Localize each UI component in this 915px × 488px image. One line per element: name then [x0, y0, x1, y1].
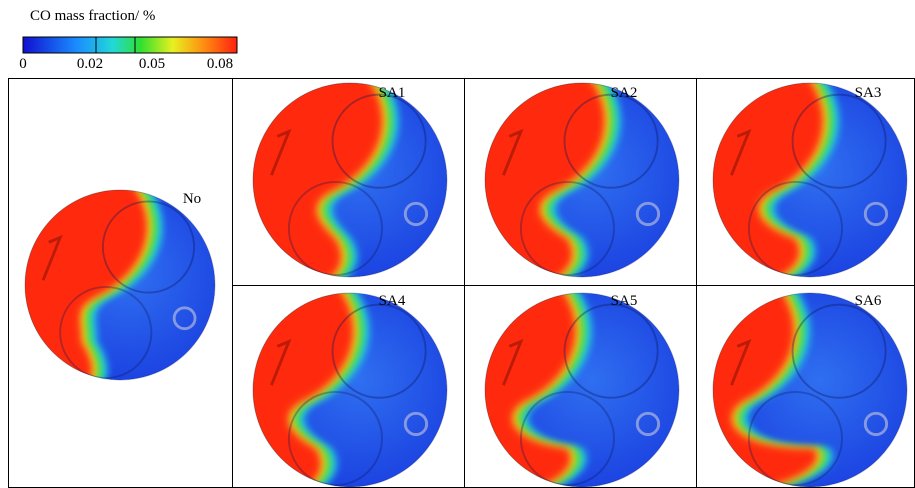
- colorbar-tick: 0.05: [139, 56, 165, 72]
- panel-label: SA2: [611, 85, 638, 101]
- contour: [475, 73, 679, 286]
- contour-panel: [703, 283, 907, 488]
- contour-panel: [243, 283, 447, 488]
- contour-panel: [15, 181, 215, 390]
- figure: CO mass fraction/ % 0 0.02 0.05 0.08 No S…: [0, 0, 915, 488]
- contour-panel: [475, 73, 679, 286]
- colorbar-title: CO mass fraction/ %: [30, 8, 155, 24]
- contour: [243, 73, 447, 286]
- panel-label: SA1: [379, 85, 406, 101]
- panel-label: SA6: [855, 293, 882, 309]
- colorbar-tick: 0.08: [207, 56, 233, 72]
- contour: [15, 181, 215, 390]
- contour: [703, 73, 907, 286]
- colorbar-tick: 0: [19, 56, 27, 72]
- panel-label: SA4: [379, 293, 406, 309]
- contour: [243, 283, 447, 488]
- contour-panel: [475, 283, 679, 488]
- colorbar-tick: 0.02: [77, 56, 103, 72]
- contour: [703, 283, 907, 488]
- panel-label: SA3: [855, 85, 882, 101]
- contour-panel: [703, 73, 907, 286]
- panel-label: SA5: [611, 293, 638, 309]
- contour: [475, 283, 679, 488]
- panel-label: No: [183, 191, 201, 207]
- panels: No SA1 SA2 SA3 SA4 SA5 SA6: [15, 73, 907, 488]
- contour-panel: [243, 73, 447, 286]
- colorbar: [23, 37, 237, 53]
